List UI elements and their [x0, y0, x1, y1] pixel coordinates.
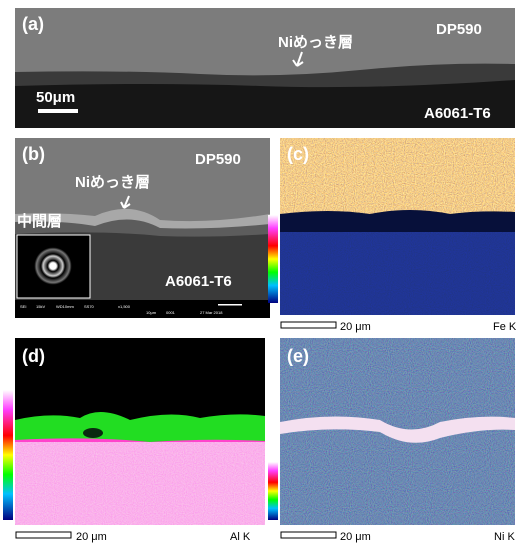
panel-a: (a) Niめっき層 DP590 50μm A6061-T6	[15, 8, 515, 128]
annotation: A6061-T6	[424, 105, 491, 122]
sem-field: x1,500	[118, 304, 131, 309]
element-label: Al K	[230, 531, 251, 543]
panel-label: (e)	[287, 346, 309, 366]
annotation: DP590	[436, 21, 482, 38]
annotation: Niめっき層	[278, 34, 353, 51]
sem-field: 10μm	[146, 310, 157, 315]
scale-label: 20 μm	[340, 321, 371, 333]
sem-field: 0001	[166, 310, 176, 315]
annotation: A6061-T6	[165, 273, 232, 290]
panel-label: (c)	[287, 144, 309, 164]
scale-label: 20 μm	[340, 531, 371, 543]
panel-c: (c) 20 μm Fe K	[268, 138, 517, 333]
panel-d: (d) 20 μm Al K	[3, 338, 265, 543]
panel-label: (b)	[22, 144, 45, 164]
panel-b: (b) DP590 Niめっき層 中間層 A6061-T6 SEI 15kV WD1…	[15, 138, 270, 318]
annotation: Niめっき層	[75, 174, 150, 191]
sem-field: 27 Mar 2018	[200, 310, 223, 315]
panel-label: (a)	[22, 14, 44, 34]
panel-label: (d)	[22, 346, 45, 366]
panel-e: (e) 20 μm Ni K	[268, 338, 515, 543]
sem-field: 15kV	[36, 304, 45, 309]
sem-field: SEI	[20, 304, 26, 309]
sem-field: SS70	[84, 304, 95, 309]
scale-label: 50μm	[36, 89, 75, 106]
element-label: Ni K	[494, 531, 515, 543]
figure: (a) Niめっき層 DP590 50μm A6061-T6 (b) DP590…	[0, 0, 526, 543]
annotation: DP590	[195, 151, 241, 168]
element-label: Fe K	[493, 321, 517, 333]
annotation: 中間層	[17, 212, 62, 230]
sem-field: WD10mm	[56, 304, 74, 309]
scale-label: 20 μm	[76, 531, 107, 543]
